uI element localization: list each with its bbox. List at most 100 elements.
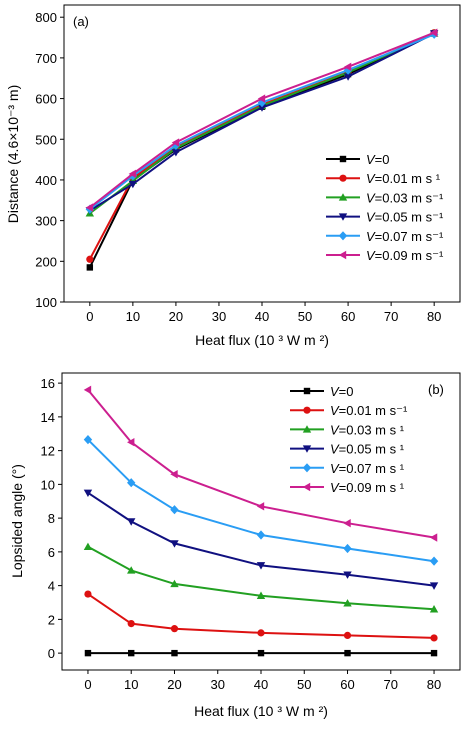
point-marker (339, 174, 347, 182)
legend-label: V=0.03 m s ¹ (330, 422, 405, 437)
panel-a: 0 10 20 30 40 50 60 70 80 100 200 300 400 500 600 700 80… (5, 4, 461, 348)
point-marker (128, 180, 138, 189)
series-line (87, 593, 435, 639)
point-marker (127, 619, 135, 628)
x-tick-label: 70 (384, 677, 398, 692)
point-marker (257, 649, 265, 657)
series-line (87, 389, 435, 539)
x-tick-label: 10 (124, 677, 138, 692)
point-marker (343, 571, 352, 579)
x-tick-label: 60 (341, 309, 355, 324)
point-marker (84, 649, 92, 657)
point-marker (429, 533, 438, 542)
y-tick-label: 700 (35, 51, 57, 66)
series-line (89, 32, 435, 215)
y-tick-label: 100 (35, 295, 57, 310)
legend-label: V=0.01 m s⁻¹ (330, 403, 408, 418)
point-marker (83, 435, 93, 445)
point-marker (338, 213, 348, 221)
point-marker (343, 599, 352, 607)
x-tick-label: 0 (84, 677, 91, 692)
y-tick-label: 400 (35, 173, 57, 188)
x-tick-label: 40 (255, 309, 269, 324)
y-tick-label: 10 (41, 477, 55, 492)
point-marker (127, 566, 136, 574)
y-tick-label: 200 (35, 254, 57, 269)
point-marker (338, 193, 348, 201)
point-marker (343, 62, 352, 72)
point-marker (343, 631, 352, 640)
y-axis-label: Lopsided angle (°) (9, 464, 25, 578)
point-marker (430, 634, 438, 642)
x-tick-label: 70 (384, 309, 398, 324)
point-marker (256, 591, 266, 599)
point-marker (256, 502, 265, 511)
point-marker (170, 579, 179, 588)
point-marker (303, 387, 311, 395)
point-marker (171, 138, 180, 147)
x-axis-label: Heat flux (10 ³ W m ²) (194, 703, 328, 719)
y-tick-label: 12 (41, 444, 55, 459)
panel-b: 0 10 20 30 40 50 60 70 80 0 2 4 6 8 10 12 14 16 Heat flux … (9, 372, 461, 719)
point-marker (430, 649, 438, 657)
legend-label: V=0.07 m s⁻¹ (366, 229, 444, 244)
x-tick-label: 40 (254, 677, 268, 692)
series-line (89, 32, 435, 212)
point-marker (83, 489, 93, 498)
point-marker (303, 406, 311, 414)
legend-label: V=0.03 m s⁻¹ (366, 190, 444, 205)
legend-label: V=0.05 m s ¹ (330, 442, 405, 457)
point-marker (171, 149, 181, 157)
x-tick-label: 30 (211, 677, 225, 692)
x-tick-label: 10 (126, 309, 140, 324)
x-tick-label: 60 (340, 677, 354, 692)
y-tick-label: 4 (48, 579, 55, 594)
y-tick-label: 8 (48, 511, 55, 526)
point-marker (128, 649, 135, 657)
point-marker (85, 203, 94, 212)
point-marker (256, 530, 266, 540)
series-line (88, 31, 435, 260)
x-tick-label: 80 (427, 309, 441, 324)
y-axis-label: Distance (4.6×10⁻³ m) (5, 85, 21, 224)
point-marker (302, 463, 312, 473)
point-marker (256, 562, 266, 570)
series-line (89, 33, 435, 210)
legend-label: V=0.01 m s ¹ (366, 171, 441, 186)
point-marker (84, 590, 92, 598)
point-marker (171, 649, 178, 657)
point-marker (170, 625, 179, 633)
point-marker (257, 629, 265, 637)
point-marker (127, 437, 135, 447)
point-marker (429, 582, 439, 590)
y-tick-label: 500 (35, 132, 57, 147)
point-marker (127, 518, 136, 526)
point-marker (302, 445, 312, 453)
point-marker (429, 605, 439, 613)
series-line (89, 31, 435, 209)
point-marker (429, 556, 439, 566)
y-tick-label: 6 (48, 545, 55, 560)
point-marker (429, 28, 438, 37)
point-marker (86, 264, 94, 271)
legend-label: V=0.05 m s⁻¹ (366, 210, 444, 225)
x-tick-label: 0 (86, 309, 93, 324)
x-tick-label: 50 (298, 309, 312, 324)
point-marker (338, 231, 348, 241)
x-tick-label: 50 (297, 677, 311, 692)
point-marker (343, 543, 352, 554)
point-marker (127, 478, 136, 488)
point-marker (128, 169, 137, 179)
point-marker (302, 425, 312, 433)
point-marker (170, 470, 178, 479)
legend-label: V=0.09 m s ¹ (330, 480, 405, 495)
point-marker (302, 482, 311, 492)
legend-label: V=0.09 m s⁻¹ (366, 248, 444, 263)
series-line (87, 438, 435, 563)
point-marker (257, 94, 266, 103)
legend-label: V=0.07 m s ¹ (330, 461, 405, 476)
point-marker (343, 73, 353, 81)
y-tick-label: 14 (41, 410, 55, 425)
x-axis-label: Heat flux (10 ³ W m ²) (195, 332, 329, 348)
